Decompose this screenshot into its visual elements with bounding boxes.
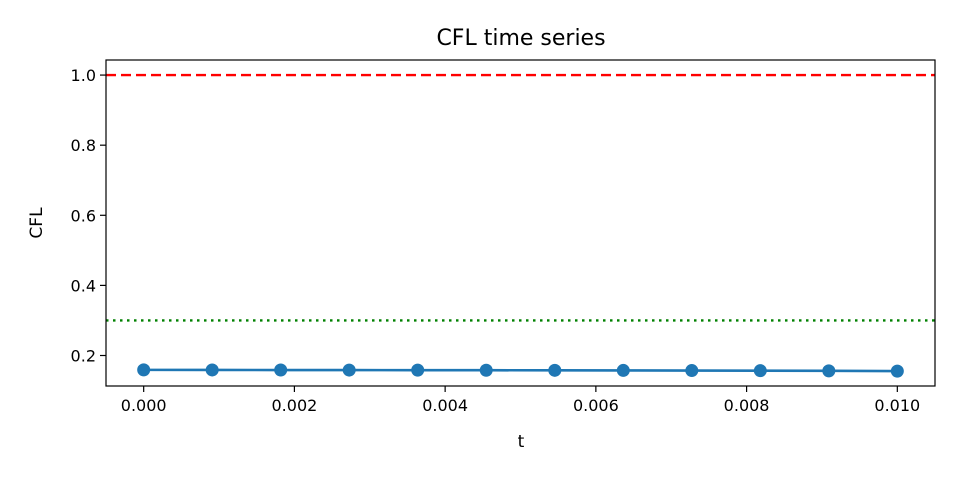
chart-title: CFL time series xyxy=(436,26,605,51)
x-tick-label: 0.008 xyxy=(724,396,770,415)
x-tick-label: 0.002 xyxy=(272,396,318,415)
y-tick-label: 1.0 xyxy=(71,66,96,85)
x-axis-label: t xyxy=(518,432,525,452)
data-point xyxy=(685,364,699,378)
data-point xyxy=(890,364,904,378)
data-point xyxy=(548,363,562,377)
data-point xyxy=(822,364,836,378)
data-point xyxy=(411,363,425,377)
series-line xyxy=(142,368,899,373)
x-tick-label: 0.004 xyxy=(422,396,468,415)
x-tick-label: 0.010 xyxy=(874,396,920,415)
data-point xyxy=(479,363,493,377)
plot-frame xyxy=(105,59,936,387)
x-tick-label: 0.006 xyxy=(573,396,619,415)
y-tick-label: 0.6 xyxy=(71,206,96,225)
y-tick-label: 0.2 xyxy=(71,347,96,366)
y-axis-label: CFL xyxy=(27,207,47,239)
y-tick-label: 0.8 xyxy=(71,136,96,155)
data-point xyxy=(342,363,356,377)
y-tick-label: 0.4 xyxy=(71,276,96,295)
data-point xyxy=(137,363,151,377)
data-point xyxy=(616,363,630,377)
data-point xyxy=(753,364,767,378)
x-tick-label: 0.000 xyxy=(121,396,167,415)
data-point xyxy=(274,363,288,377)
data-point xyxy=(205,363,219,377)
plot-area: 0.000 0.002 0.004 0.006 0.008 0.010 0.2 0.4 0.6 0… xyxy=(71,59,936,415)
